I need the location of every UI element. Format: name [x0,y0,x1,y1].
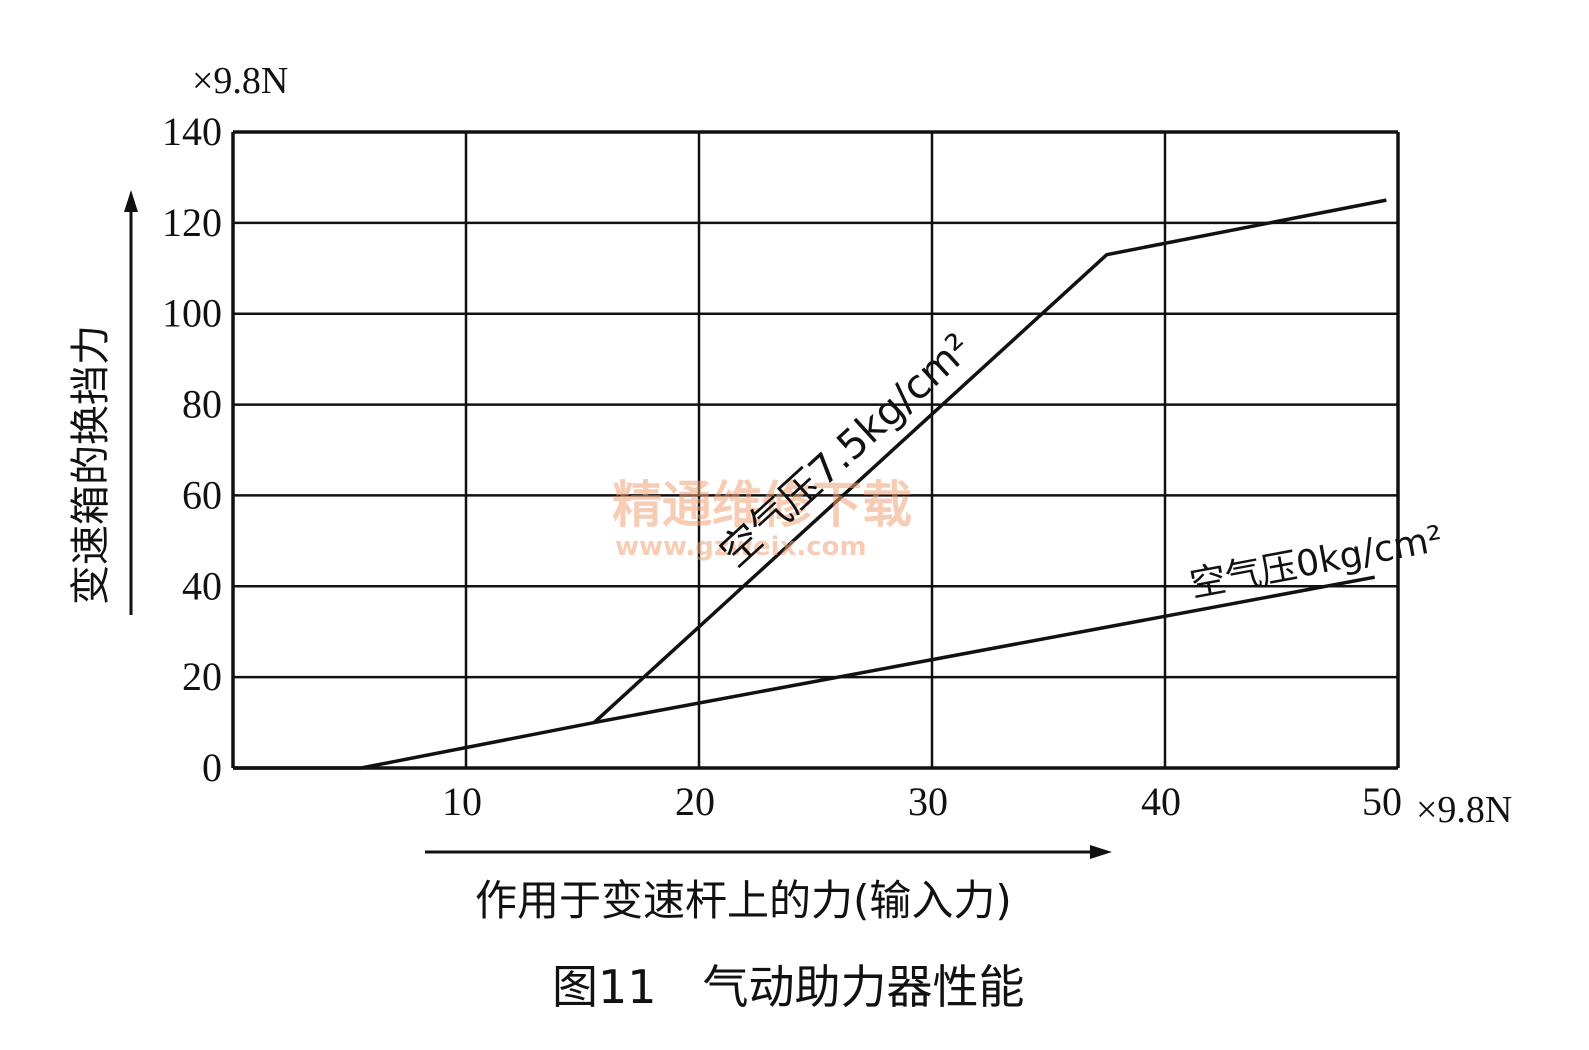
chart-title: 图11 气动助力器性能 [552,960,1025,1014]
x-axis-label: 作用于变速杆上的力(输入力) [475,876,1012,925]
y-axis-arrow-head [124,190,138,212]
x-unit-label: ×9.8N [1416,789,1512,831]
x-tick-label: 10 [442,779,482,824]
series-line-1 [233,575,1376,770]
x-tick-labels: 10 20 30 40 50 [442,779,1402,824]
series-label-0: 空气压0kg/cm² [1187,519,1446,606]
x-axis-arrow-head [1090,845,1112,859]
y-tick-label: 20 [182,654,222,699]
y-tick-label: 100 [162,291,222,336]
series-line-0 [592,198,1387,724]
x-tick-label: 50 [1362,779,1402,824]
y-tick-labels: 0 20 40 60 80 100 120 140 [162,109,222,790]
watermark-line1: 精通维修下载 [612,476,912,534]
y-tick-label: 140 [162,109,222,154]
y-axis-label: 变速箱的换挡力 [68,325,114,605]
y-tick-label: 120 [162,200,222,245]
x-tick-label: 40 [1141,779,1181,824]
y-unit-label: ×9.8N [192,60,288,102]
watermark-line2: www.gzweix.com [615,532,867,562]
y-tick-label: 40 [182,563,222,608]
y-tick-label: 60 [182,472,222,517]
series-lines [233,198,1387,770]
x-tick-label: 20 [675,779,715,824]
y-tick-label: 0 [202,745,222,790]
y-tick-label: 80 [182,382,222,427]
grid [231,130,1400,770]
x-tick-label: 30 [908,779,948,824]
